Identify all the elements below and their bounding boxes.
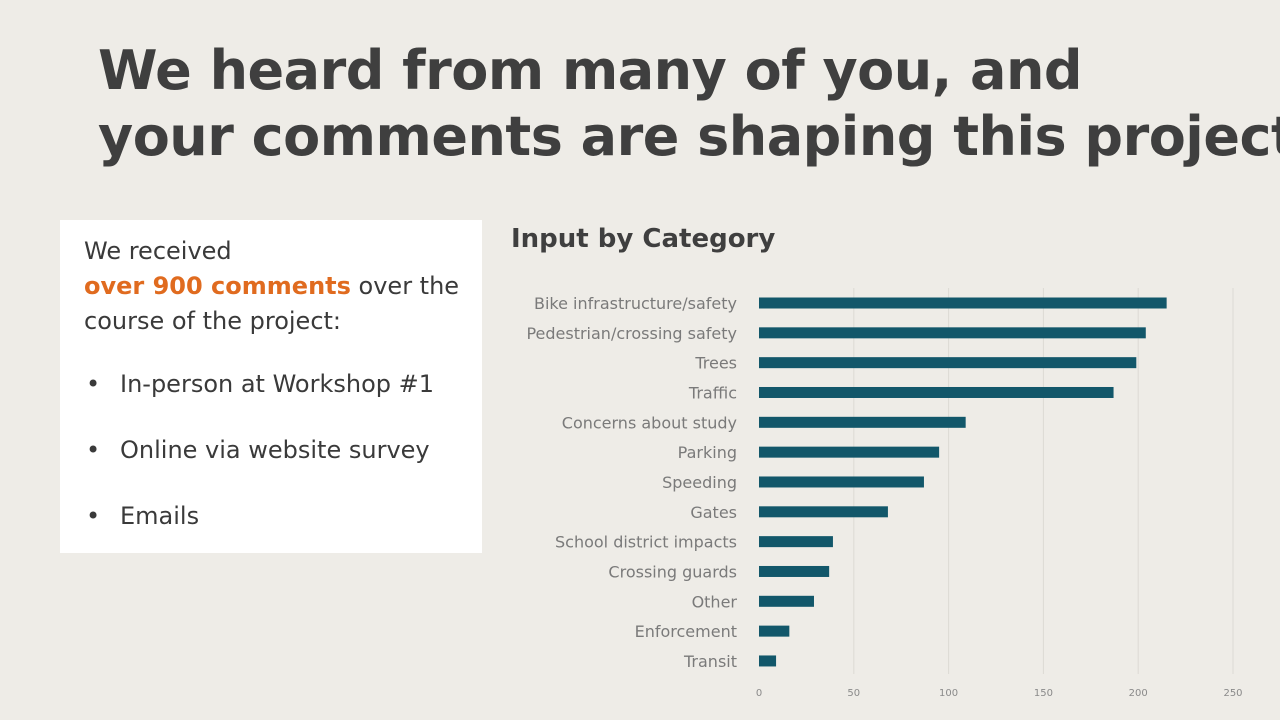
slide-title-line-2: your comments are shaping this project bbox=[98, 105, 1280, 168]
chart-x-axis-ticks: 0 50 100 150 200 250 bbox=[756, 688, 1243, 699]
category-label: Speeding bbox=[662, 473, 737, 492]
x-tick-label: 100 bbox=[939, 688, 958, 699]
bar bbox=[759, 625, 790, 637]
x-tick-label: 200 bbox=[1129, 688, 1148, 699]
bar bbox=[759, 506, 888, 518]
category-label: Concerns about study bbox=[562, 413, 737, 432]
list-item: • Online via website survey bbox=[84, 433, 474, 468]
intro-highlight: over 900 comments bbox=[84, 272, 351, 300]
list-item: • Emails bbox=[84, 499, 474, 534]
category-label: Traffic bbox=[688, 383, 737, 402]
category-label: Trees bbox=[694, 354, 737, 373]
bar bbox=[759, 565, 830, 577]
category-label: Bike infrastructure/safety bbox=[534, 294, 737, 313]
list-item-label: In-person at Workshop #1 bbox=[120, 370, 435, 398]
chart-title: Input by Category bbox=[511, 224, 776, 254]
list-item-label: Emails bbox=[120, 502, 200, 530]
category-label: Crossing guards bbox=[608, 562, 737, 581]
bar bbox=[759, 655, 777, 667]
bar bbox=[759, 297, 1167, 309]
x-tick-label: 50 bbox=[847, 688, 860, 699]
bar bbox=[759, 446, 940, 458]
bar bbox=[759, 595, 814, 607]
x-tick-label: 250 bbox=[1223, 688, 1242, 699]
x-tick-label: 0 bbox=[756, 688, 762, 699]
category-label: Transit bbox=[683, 652, 737, 671]
bar bbox=[759, 416, 966, 428]
bar bbox=[759, 536, 833, 548]
category-label: Gates bbox=[690, 503, 737, 522]
chart-gridlines bbox=[853, 288, 1234, 674]
chart-category-labels: Bike infrastructure/safety Pedestrian/cro… bbox=[526, 294, 737, 671]
x-tick-label: 150 bbox=[1034, 688, 1053, 699]
summary-intro: We received over 900 comments over the c… bbox=[84, 234, 474, 339]
intro-text-continued: over the course of the project: bbox=[84, 272, 460, 335]
bullet-icon: • bbox=[86, 502, 101, 530]
bar bbox=[759, 357, 1137, 369]
chart-bars bbox=[759, 297, 1167, 667]
bar bbox=[759, 476, 924, 488]
bar bbox=[759, 386, 1114, 398]
comments-summary-card: We received over 900 comments over the c… bbox=[60, 220, 482, 553]
category-label: Pedestrian/crossing safety bbox=[526, 324, 737, 343]
source-list: • In-person at Workshop #1 • Online via we… bbox=[84, 367, 474, 565]
list-item: • In-person at Workshop #1 bbox=[84, 367, 474, 402]
category-label: Enforcement bbox=[635, 622, 737, 641]
slide-title: We heard from many of you, and your comm… bbox=[98, 38, 1280, 170]
bar bbox=[759, 327, 1146, 339]
intro-text: We received bbox=[84, 237, 232, 265]
bullet-icon: • bbox=[86, 436, 101, 464]
bullet-icon: • bbox=[86, 370, 101, 398]
category-label: Parking bbox=[678, 443, 737, 462]
list-item-label: Online via website survey bbox=[120, 436, 430, 464]
category-label: School district impacts bbox=[555, 533, 737, 552]
category-label: Other bbox=[692, 592, 738, 611]
slide-title-line-1: We heard from many of you, and bbox=[98, 39, 1083, 102]
